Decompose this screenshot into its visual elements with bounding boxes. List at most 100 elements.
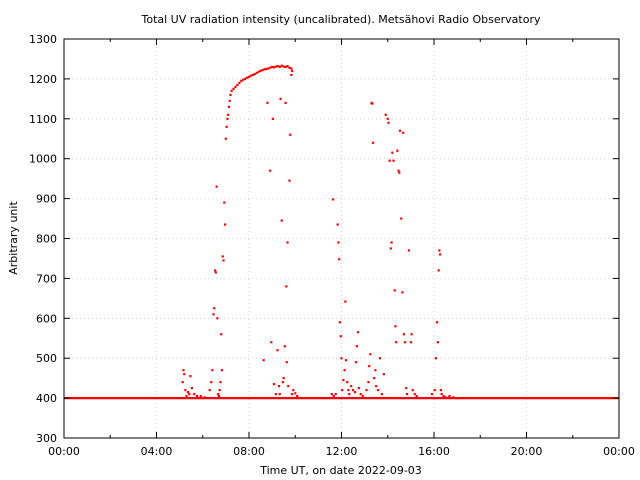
- y-tick-label: 900: [36, 193, 57, 206]
- data-point: [331, 198, 335, 201]
- data-point: [263, 68, 266, 71]
- data-point: [402, 333, 406, 336]
- data-point: [271, 65, 274, 69]
- x-axis-label: Time UT, on date 2022-09-03: [259, 464, 422, 477]
- data-point: [439, 389, 443, 392]
- data-point: [219, 381, 222, 384]
- y-tick-label: 800: [36, 233, 57, 246]
- x-tick-label: 20:00: [511, 445, 543, 458]
- data-point: [452, 396, 455, 399]
- data-point: [338, 321, 342, 324]
- data-point: [351, 389, 355, 392]
- data-point: [336, 223, 339, 226]
- data-point: [372, 141, 375, 144]
- data-point: [266, 101, 269, 104]
- data-point: [356, 331, 360, 334]
- data-point: [283, 345, 286, 348]
- data-point: [272, 383, 276, 386]
- data-point: [280, 64, 283, 67]
- data-point: [181, 381, 184, 384]
- data-point: [217, 393, 220, 396]
- data-point: [247, 75, 251, 79]
- data-point: [415, 395, 418, 398]
- data-point: [190, 387, 194, 390]
- data-point: [291, 393, 294, 396]
- data-point: [234, 85, 237, 88]
- data-point: [272, 66, 276, 69]
- data-point: [350, 385, 353, 388]
- data-point: [407, 249, 411, 252]
- data-point: [388, 159, 391, 162]
- data-point: [285, 361, 288, 364]
- data-point: [217, 395, 221, 398]
- data-point: [439, 253, 442, 256]
- data-point: [332, 395, 335, 398]
- data-point: [386, 117, 389, 120]
- data-point: [400, 217, 403, 220]
- data-point: [286, 241, 289, 244]
- data-point: [436, 341, 439, 344]
- data-point: [281, 381, 285, 384]
- data-point: [435, 321, 439, 324]
- y-tick-label: 1200: [29, 73, 57, 86]
- data-point: [289, 133, 292, 136]
- data-point: [257, 70, 260, 73]
- data-point: [368, 365, 371, 368]
- data-point: [405, 387, 408, 390]
- data-point: [290, 73, 293, 77]
- y-tick-label: 600: [36, 312, 57, 325]
- data-point: [244, 77, 247, 80]
- data-point: [240, 79, 243, 82]
- data-point: [339, 335, 342, 338]
- data-point: [397, 169, 400, 172]
- data-point: [444, 396, 447, 399]
- data-point: [232, 87, 235, 90]
- data-point: [365, 389, 368, 392]
- data-point: [369, 353, 372, 356]
- data-point: [346, 381, 349, 384]
- data-point: [224, 223, 227, 226]
- y-tick-label: 700: [36, 272, 57, 285]
- data-point: [220, 333, 223, 336]
- data-point: [410, 333, 413, 336]
- data-point: [251, 73, 254, 77]
- data-point: [345, 359, 348, 362]
- data-point: [355, 345, 359, 348]
- data-point: [284, 65, 287, 69]
- data-point: [184, 389, 187, 392]
- data-point: [387, 121, 390, 124]
- data-point: [292, 389, 295, 392]
- x-tick-label: 00:00: [48, 445, 80, 458]
- data-point: [413, 393, 416, 396]
- y-axis-ticks: 300 400 500 600 700 800 900 1000 1100 1200 1300: [29, 33, 619, 445]
- data-point: [276, 65, 280, 68]
- data-point: [348, 393, 351, 396]
- data-point: [285, 285, 288, 288]
- data-point: [187, 391, 190, 394]
- data-point: [389, 247, 392, 250]
- data-point: [342, 379, 345, 382]
- data-point: [294, 392, 297, 395]
- data-point: [223, 201, 226, 204]
- data-point: [442, 395, 445, 398]
- data-point: [210, 381, 213, 384]
- data-point: [367, 381, 370, 384]
- data-point: [393, 289, 396, 292]
- data-point: [199, 395, 202, 398]
- data-point: [384, 113, 387, 116]
- data-point: [401, 291, 404, 294]
- data-point: [403, 341, 407, 344]
- data-point: [214, 271, 217, 274]
- data-point: [262, 359, 265, 362]
- data-point: [405, 393, 409, 396]
- data-point: [437, 269, 440, 272]
- data-point: [222, 259, 225, 262]
- data-point: [284, 101, 287, 104]
- data-point: [188, 393, 191, 396]
- data-point: [434, 357, 438, 360]
- data-point: [269, 66, 272, 69]
- data-point: [227, 105, 231, 108]
- data-point: [274, 393, 278, 396]
- data-point: [398, 171, 401, 174]
- y-tick-label: 500: [36, 352, 57, 365]
